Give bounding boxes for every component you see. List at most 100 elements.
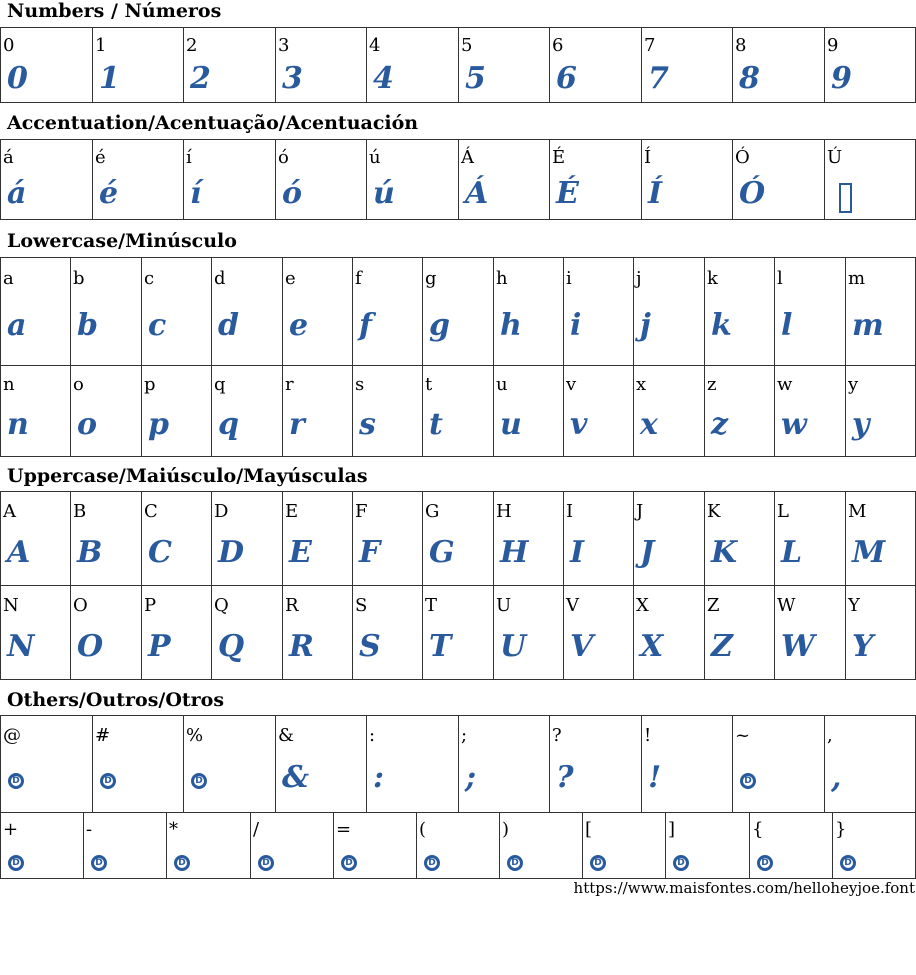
char-label: y: [848, 374, 859, 395]
font-glyph: ó: [282, 176, 303, 211]
footer-url-link[interactable]: https://www.maisfontes.com/helloheyjoe.f…: [573, 879, 915, 897]
font-glyph: ,: [831, 760, 842, 795]
char-label: Q: [214, 595, 229, 616]
char-label: O: [73, 595, 88, 616]
font-glyph: w: [781, 407, 807, 442]
font-glyph: Á: [465, 176, 489, 211]
char-label: #: [95, 725, 111, 746]
char-cell: [D: [582, 812, 666, 879]
font-glyph: l: [781, 308, 793, 343]
char-cell: ;;: [458, 715, 550, 813]
missing-glyph-fallback-icon: D: [91, 855, 107, 871]
char-label: q: [214, 374, 226, 395]
char-label: %: [186, 725, 204, 746]
char-label: Á: [461, 147, 474, 168]
char-cell: # D: [92, 715, 184, 813]
char-label: w: [777, 374, 793, 395]
missing-glyph-fallback-icon: D: [341, 855, 357, 871]
font-glyph: U: [500, 629, 527, 664]
char-label: ?: [552, 725, 562, 746]
font-glyph: W: [781, 629, 815, 664]
char-cell: ,,: [824, 715, 916, 813]
heading-lowercase: Lowercase/Minúsculo: [7, 230, 237, 252]
char-cell: ??: [549, 715, 642, 813]
char-label: o: [73, 374, 84, 395]
char-label: &: [278, 725, 295, 746]
char-label: S: [355, 595, 368, 616]
char-label: +: [3, 819, 19, 840]
char-label: u: [496, 374, 508, 395]
font-glyph: L: [781, 535, 803, 570]
char-label: ]: [668, 819, 676, 840]
font-glyph: 3: [282, 61, 303, 96]
char-label: a: [3, 268, 14, 289]
font-glyph: a: [7, 308, 27, 343]
missing-glyph-fallback-icon: D: [673, 855, 689, 871]
char-label: p: [144, 374, 156, 395]
font-glyph: e: [289, 308, 309, 343]
char-label: é: [95, 147, 106, 168]
font-glyph: :: [373, 760, 385, 795]
char-label: b: [73, 268, 85, 289]
char-label: z: [707, 374, 717, 395]
font-glyph: 5: [465, 61, 486, 96]
char-label: 6: [552, 35, 564, 56]
font-glyph: y: [852, 407, 870, 442]
char-label: n: [3, 374, 15, 395]
font-glyph: m: [852, 308, 884, 343]
font-glyph: t: [429, 407, 443, 442]
char-label: l: [777, 268, 783, 289]
char-label: F: [355, 501, 368, 522]
char-cell: & &: [275, 715, 367, 813]
char-label: 4: [369, 35, 381, 56]
font-glyph: q: [218, 407, 239, 442]
font-glyph: ?: [556, 760, 574, 795]
font-glyph: C: [148, 535, 172, 570]
char-label: Y: [848, 595, 860, 616]
missing-glyph-fallback-icon: D: [100, 773, 116, 789]
char-label: H: [496, 501, 512, 522]
char-label: 8: [735, 35, 747, 56]
char-label: [: [585, 819, 593, 840]
font-glyph: á: [7, 176, 27, 211]
font-glyph: 1: [99, 61, 120, 96]
font-glyph: &: [282, 760, 310, 795]
font-glyph: z: [711, 407, 729, 442]
char-cell: ] D: [665, 812, 750, 879]
font-glyph: N: [7, 629, 35, 664]
char-label: d: [214, 268, 226, 289]
char-label: 2: [186, 35, 198, 56]
